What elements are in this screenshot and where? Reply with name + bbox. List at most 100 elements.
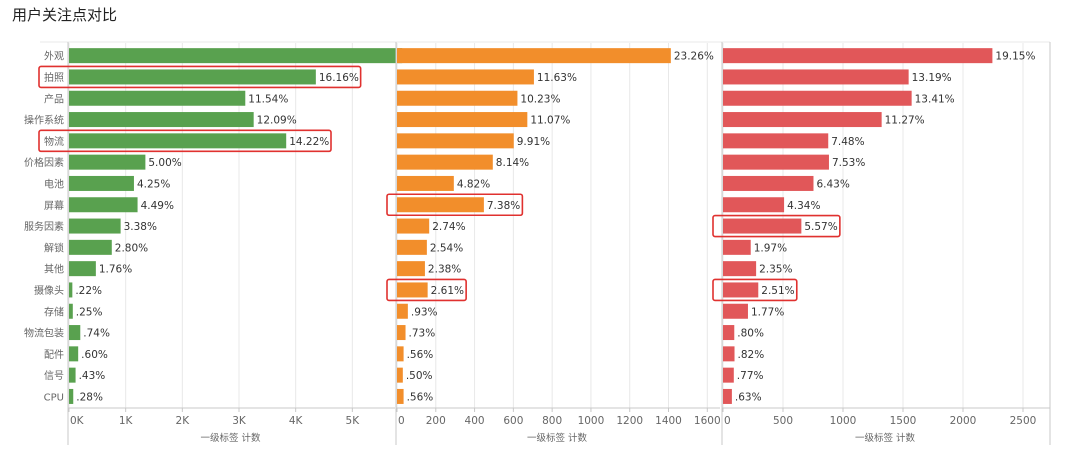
bar — [69, 388, 74, 404]
bar — [723, 175, 814, 191]
data-label: .82% — [738, 349, 765, 361]
bar — [397, 239, 427, 255]
x-tick-label: 3K — [232, 415, 247, 427]
data-label: 7.48% — [831, 136, 864, 148]
x-tick-label: 1200 — [616, 415, 643, 427]
bar — [397, 133, 514, 149]
data-label: .43% — [79, 370, 106, 382]
category-label: 物流包装 — [24, 327, 64, 340]
bar — [397, 175, 454, 191]
data-label: 2.35% — [759, 264, 792, 276]
bar — [69, 239, 112, 255]
bar — [723, 346, 735, 362]
data-label: 5.57% — [804, 221, 837, 233]
bar — [69, 218, 121, 234]
bar — [69, 346, 79, 362]
bar — [397, 112, 528, 128]
data-label: 4.34% — [787, 200, 820, 212]
x-tick-label: 5K — [346, 415, 361, 427]
data-label: 13.41% — [915, 93, 955, 105]
data-label: 6.43% — [816, 178, 849, 190]
data-label: 2.61% — [431, 285, 464, 297]
category-label: 产品 — [44, 92, 64, 105]
bar — [723, 69, 909, 85]
x-tick-label: 1500 — [890, 415, 917, 427]
bar — [723, 48, 993, 64]
category-label: 物流 — [44, 135, 64, 148]
bar — [723, 133, 829, 149]
bar — [723, 90, 912, 106]
bar — [69, 69, 316, 85]
bar — [397, 282, 428, 298]
data-label: 19.15% — [995, 51, 1035, 63]
highlight-box — [712, 278, 798, 302]
bar — [723, 325, 735, 341]
data-label: .56% — [407, 391, 434, 403]
bar — [723, 218, 802, 234]
data-label: 23.26% — [674, 51, 714, 63]
bar — [397, 154, 493, 170]
bar — [69, 261, 96, 277]
data-label: 4.82% — [457, 178, 490, 190]
bar — [723, 261, 757, 277]
bar — [723, 388, 732, 404]
bar — [397, 325, 406, 341]
data-label: 1.77% — [751, 306, 784, 318]
bar — [723, 112, 882, 128]
data-label: .56% — [407, 349, 434, 361]
x-axis-title: 一级标签 计数 — [200, 432, 261, 444]
data-label: 11.54% — [248, 93, 288, 105]
bar — [69, 282, 73, 298]
bar — [69, 175, 134, 191]
bar — [397, 90, 518, 106]
bar — [397, 69, 534, 85]
data-label: .77% — [737, 370, 764, 382]
x-tick-label: 500 — [773, 415, 793, 427]
category-label: 其他 — [44, 263, 64, 276]
category-label: 操作系统 — [24, 114, 64, 127]
highlight-box — [38, 129, 332, 153]
data-label: 3.38% — [124, 221, 157, 233]
bar — [69, 197, 138, 213]
x-tick-label: 1600 — [694, 415, 721, 427]
data-label: 16.16% — [319, 72, 359, 84]
bar — [69, 367, 76, 383]
data-label: 7.38% — [487, 200, 520, 212]
category-label: 屏幕 — [44, 199, 64, 212]
bar — [397, 346, 404, 362]
bar — [69, 303, 73, 319]
category-label: CPU — [44, 392, 64, 403]
data-label: 1.97% — [754, 242, 787, 254]
bar — [723, 282, 759, 298]
data-label: 2.38% — [428, 264, 461, 276]
data-label: .93% — [411, 306, 438, 318]
bar — [723, 197, 785, 213]
data-label: 11.27% — [885, 115, 925, 127]
bar — [723, 303, 748, 319]
highlight-box — [386, 193, 524, 217]
x-tick-label: 0 — [398, 415, 405, 427]
data-label: 11.07% — [530, 115, 570, 127]
x-tick-label: 2K — [176, 415, 191, 427]
x-tick-label: 800 — [542, 415, 562, 427]
category-label: 外观 — [44, 51, 64, 63]
bar — [397, 303, 408, 319]
x-axis-title: 一级标签 计数 — [527, 432, 588, 444]
data-label: 2.80% — [115, 242, 148, 254]
data-label: 5.00% — [148, 157, 181, 169]
category-label: 配件 — [44, 349, 64, 361]
data-label: .63% — [735, 391, 762, 403]
x-tick-label: 2000 — [950, 415, 977, 427]
x-tick-label: 1400 — [655, 415, 682, 427]
x-tick-label: 400 — [465, 415, 485, 427]
data-label: 12.09% — [257, 115, 297, 127]
bar — [397, 388, 404, 404]
category-label: 摄像头 — [34, 284, 64, 297]
bar — [723, 239, 751, 255]
x-tick-label: 1K — [119, 415, 134, 427]
category-label: 解锁 — [44, 241, 64, 254]
data-label: .50% — [406, 370, 433, 382]
data-label: .80% — [737, 328, 764, 340]
